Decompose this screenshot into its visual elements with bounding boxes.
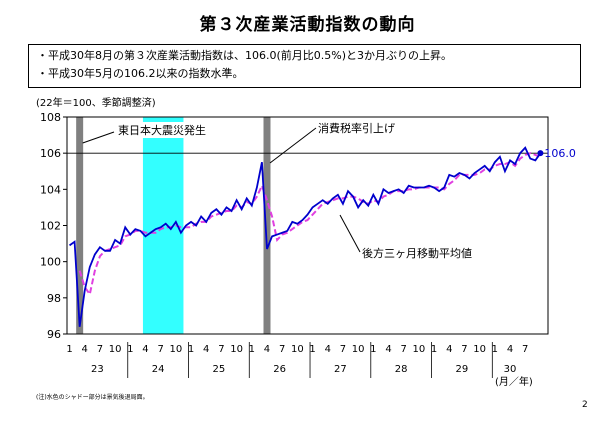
index-line xyxy=(69,146,542,327)
x-tick-label: 1 xyxy=(370,344,376,355)
x-tick-label: 4 xyxy=(385,344,391,355)
summary-box: ・平成30年8月の第３次産業活動指数は、106.0(前月比0.5%)と3か月ぶり… xyxy=(28,44,581,88)
y-tick-label: 98 xyxy=(47,292,61,305)
year-label: 24 xyxy=(152,364,165,375)
x-tick-label: 10 xyxy=(291,344,304,355)
y-tick-label: 102 xyxy=(40,220,61,233)
x-tick-label: 4 xyxy=(142,344,148,355)
x-tick-label: 1 xyxy=(309,344,315,355)
x-tick-label: 7 xyxy=(461,344,467,355)
earthquake-pointer xyxy=(82,131,115,144)
x-tick-label: 4 xyxy=(264,344,270,355)
x-tick-label: 7 xyxy=(279,344,285,355)
tax-hike-label: 消費税率引上げ xyxy=(318,121,395,135)
year-label: 23 xyxy=(91,364,104,375)
x-tick-label: 1 xyxy=(249,344,255,355)
x-tick-label: 4 xyxy=(82,344,88,355)
y-axis-label: (22年＝100、季節調整済) xyxy=(36,96,156,109)
x-tick-label: 10 xyxy=(352,344,365,355)
y-tick-label: 106 xyxy=(40,147,61,160)
y-tick-label: 104 xyxy=(40,183,61,196)
earthquake-label: 東日本大震災発生 xyxy=(118,123,206,137)
x-tick-label: 7 xyxy=(401,344,407,355)
x-tick-label: 7 xyxy=(97,344,103,355)
x-tick-label: 1 xyxy=(431,344,437,355)
x-tick-label: 10 xyxy=(473,344,486,355)
moving-average-pointer xyxy=(339,214,361,253)
y-tick-label: 96 xyxy=(47,328,61,341)
year-label: 26 xyxy=(273,364,286,375)
y-tick-label: 108 xyxy=(40,111,61,124)
year-label: 28 xyxy=(395,364,408,375)
x-tick-label: 4 xyxy=(446,344,452,355)
last-value-point xyxy=(537,150,544,157)
x-tick-label: 1 xyxy=(127,344,133,355)
year-label: 27 xyxy=(334,364,347,375)
x-tick-label: 4 xyxy=(507,344,513,355)
event-bar-earthquake xyxy=(76,117,84,334)
x-tick-label: 7 xyxy=(340,344,346,355)
page-title: 第３次産業活動指数の動向 xyxy=(199,15,416,35)
year-label: 29 xyxy=(456,364,469,375)
y-tick-label: 100 xyxy=(40,256,61,269)
year-label: 30 xyxy=(504,364,517,375)
page-number: 2 xyxy=(582,400,588,410)
x-axis-unit-label: (月／年) xyxy=(495,375,533,388)
x-tick-label: 4 xyxy=(325,344,331,355)
x-tick-label: 4 xyxy=(203,344,209,355)
x-tick-label: 7 xyxy=(157,344,163,355)
x-tick-label: 10 xyxy=(413,344,426,355)
summary-bullet-2: ・平成30年5月の106.2以来の指数水準。 xyxy=(37,67,244,80)
plot-frame xyxy=(66,116,549,335)
summary-bullet-1: ・平成30年8月の第３次産業活動指数は、106.0(前月比0.5%)と3か月ぶり… xyxy=(37,49,453,62)
x-tick-label: 10 xyxy=(109,344,122,355)
x-tick-label: 1 xyxy=(66,344,72,355)
event-bar-tax_hike xyxy=(263,117,271,334)
x-tick-label: 7 xyxy=(218,344,224,355)
moving-average-label: 後方三ヶ月移動平均値 xyxy=(362,246,472,260)
x-tick-label: 10 xyxy=(169,344,182,355)
tax-hike-pointer xyxy=(269,127,317,164)
last-value-label: 106.0 xyxy=(544,147,576,160)
year-label: 25 xyxy=(213,364,226,375)
x-tick-label: 1 xyxy=(492,344,498,355)
x-tick-label: 7 xyxy=(522,344,528,355)
x-tick-label: 10 xyxy=(230,344,243,355)
earthquake-label-bg xyxy=(116,122,222,138)
footnote: (注)水色のシャドー部分は景気後退局面。 xyxy=(36,394,149,401)
x-tick-label: 1 xyxy=(188,344,194,355)
